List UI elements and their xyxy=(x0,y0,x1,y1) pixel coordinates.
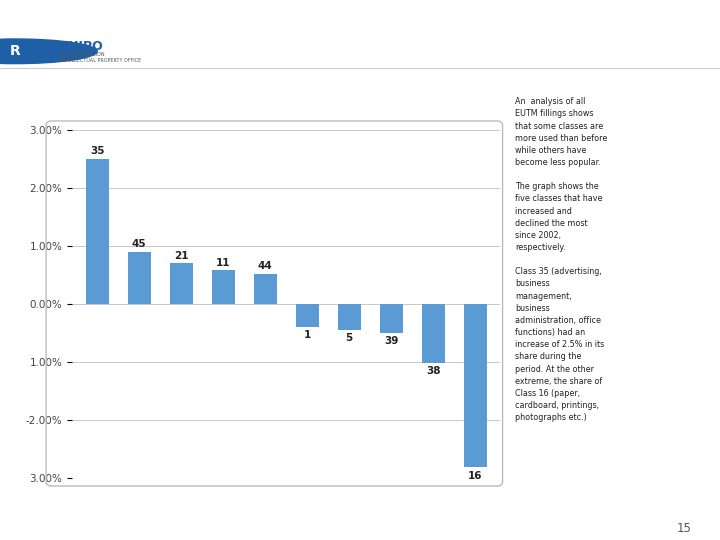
Text: 39: 39 xyxy=(384,336,398,346)
Bar xyxy=(253,274,276,303)
Text: 44: 44 xyxy=(258,261,273,271)
Text: EUROPEAN UNION
INTELLECTUAL PROPERTY OFFICE: EUROPEAN UNION INTELLECTUAL PROPERTY OFF… xyxy=(60,52,142,63)
Text: 1: 1 xyxy=(304,330,311,340)
Text: 11: 11 xyxy=(216,258,230,268)
Text: 38: 38 xyxy=(426,367,441,376)
Bar xyxy=(464,303,487,468)
Text: 45: 45 xyxy=(132,239,146,249)
Bar xyxy=(379,303,402,333)
Text: 16: 16 xyxy=(468,471,482,481)
Bar xyxy=(170,263,193,303)
Bar xyxy=(212,270,235,303)
Text: EUIPO: EUIPO xyxy=(60,40,103,53)
Bar xyxy=(422,303,445,363)
Text: 15: 15 xyxy=(676,522,691,535)
Bar xyxy=(86,159,109,303)
Circle shape xyxy=(0,39,97,64)
Text: An  analysis of all
EUTM fillings shows
that some classes are
more used than bef: An analysis of all EUTM fillings shows t… xyxy=(515,97,607,422)
Text: 21: 21 xyxy=(174,251,189,261)
Bar xyxy=(338,303,361,330)
Text: 5: 5 xyxy=(346,333,353,343)
Text: R: R xyxy=(10,44,20,58)
Bar xyxy=(296,303,319,327)
Text: % change in share of filings of Nice classes 2002-2016: % change in share of filings of Nice cla… xyxy=(58,89,508,103)
Text: 35: 35 xyxy=(90,146,104,156)
Bar xyxy=(127,252,150,303)
